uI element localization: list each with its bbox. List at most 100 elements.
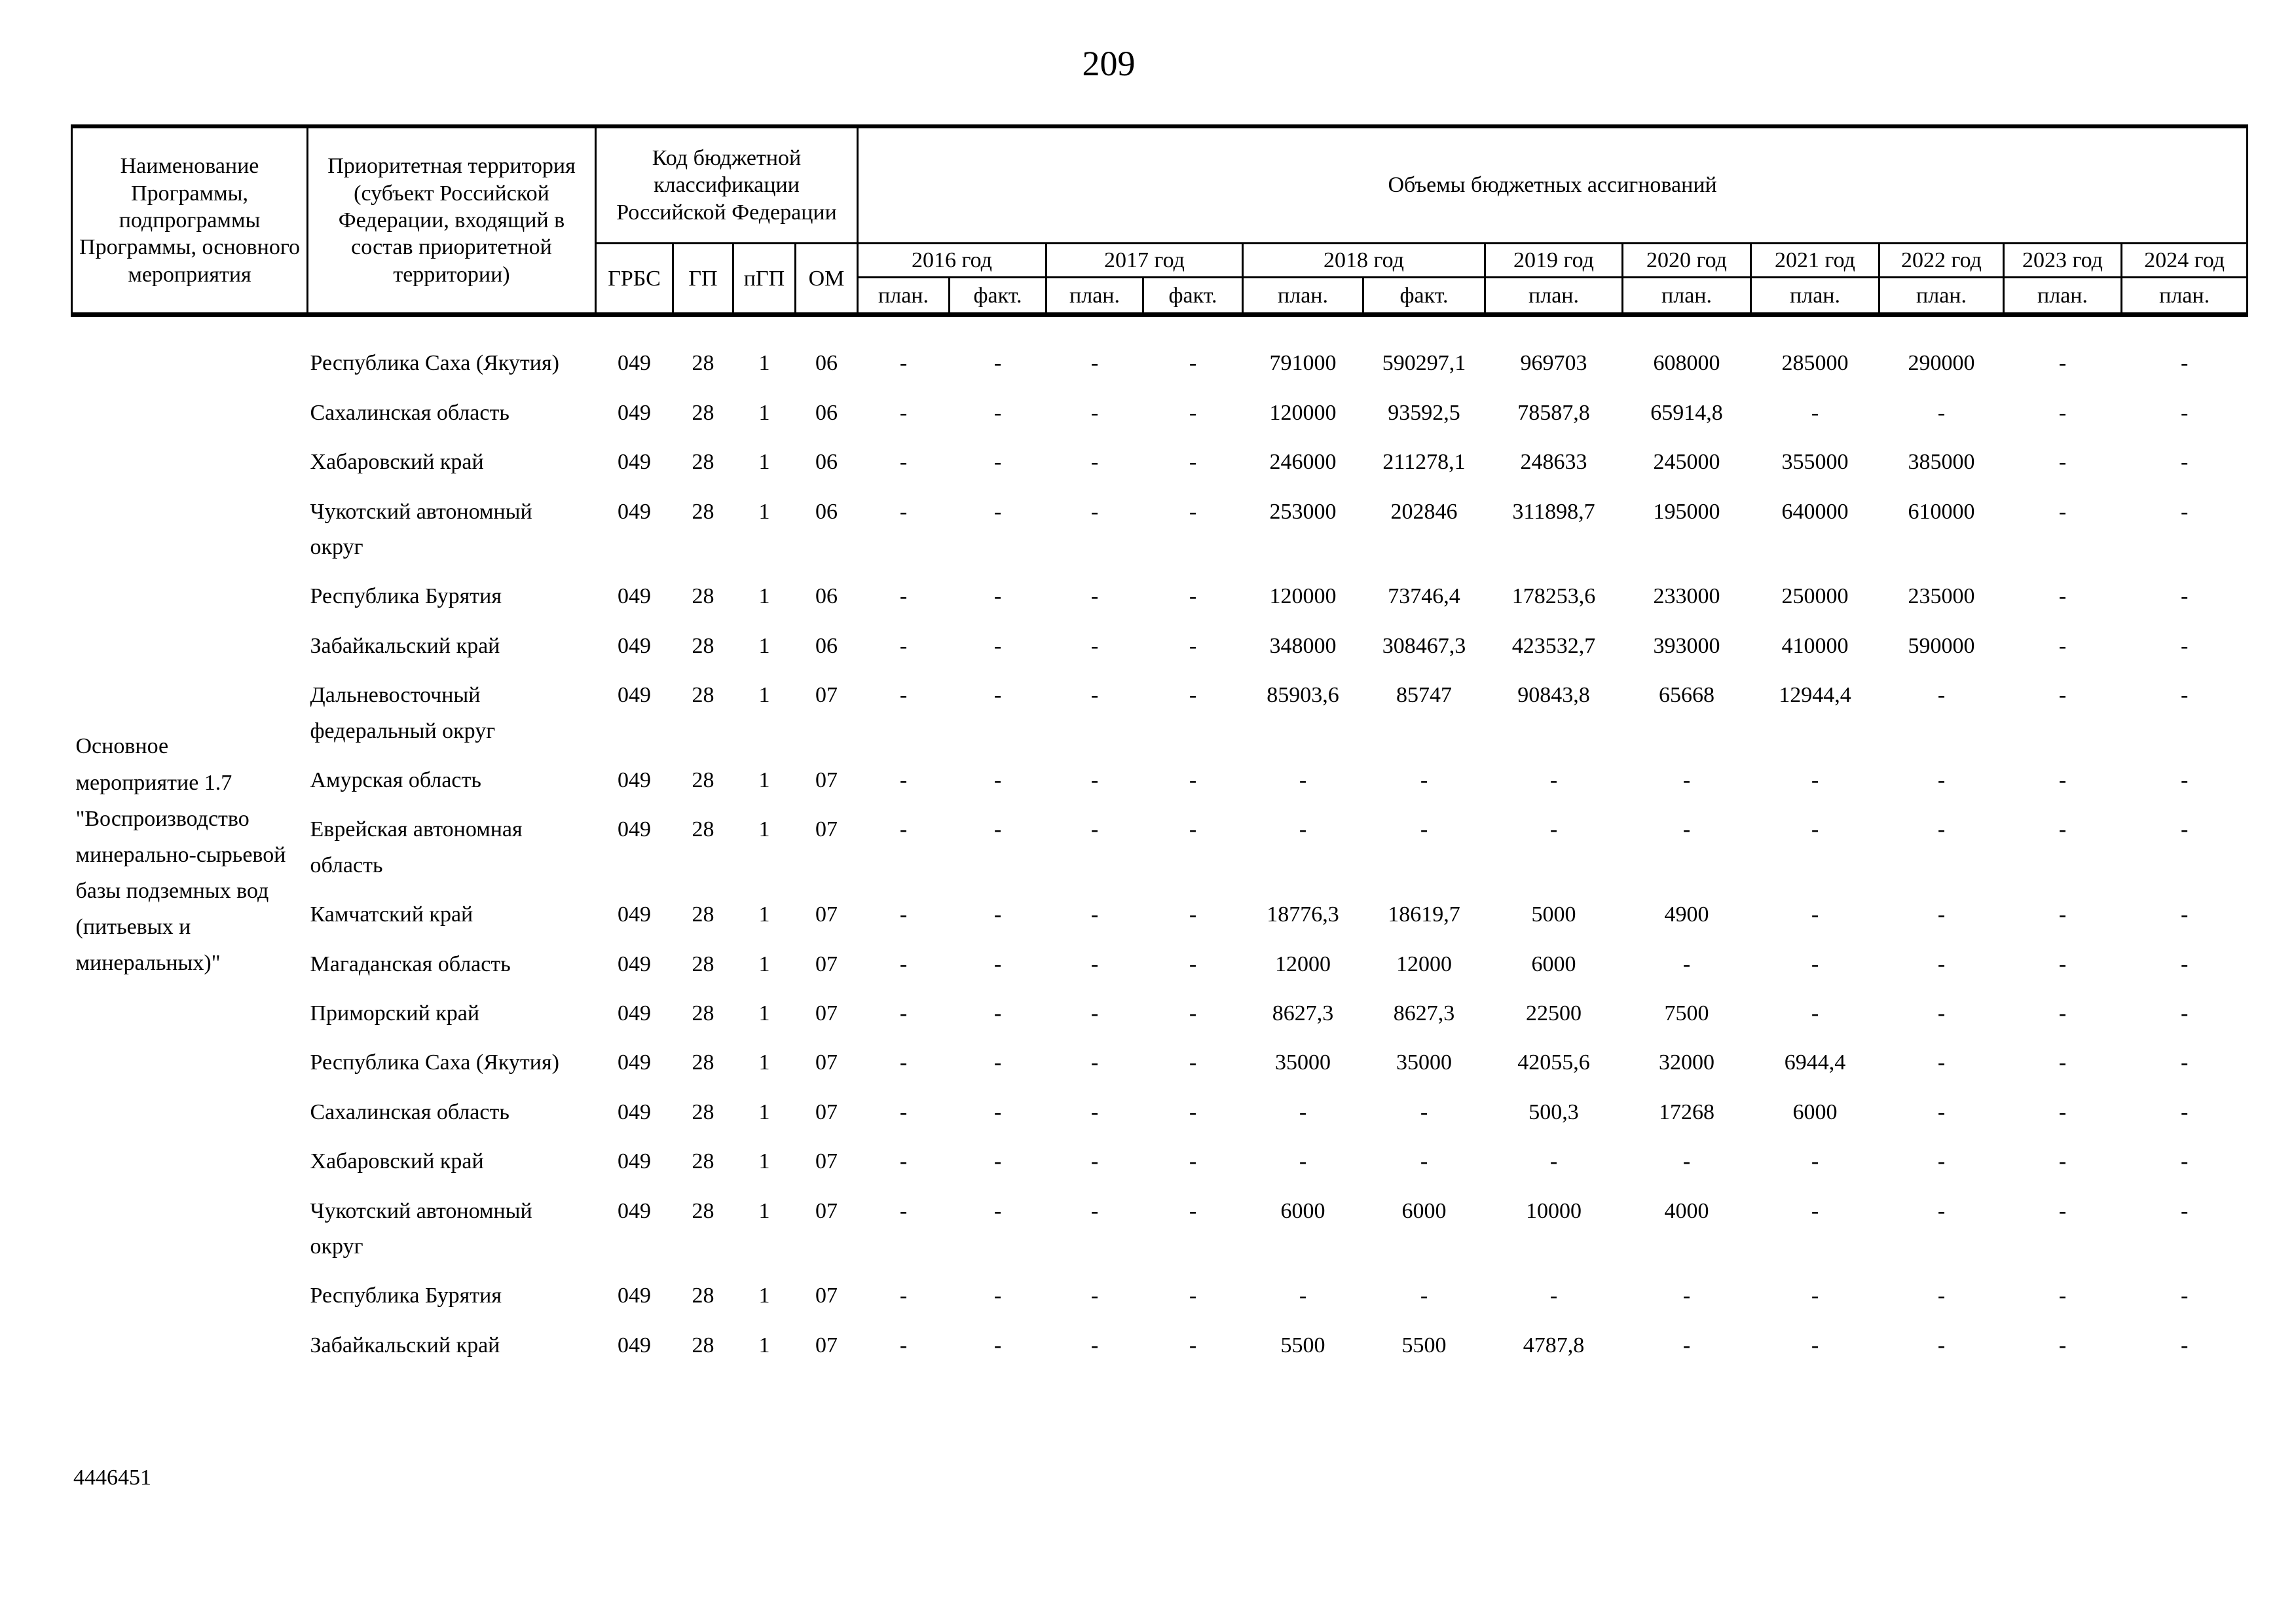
header-year-2023: 2023 год [2003, 242, 2123, 279]
code-grbs-cell: 049 [618, 584, 651, 609]
value-cell: 6000 [1531, 951, 1576, 976]
value-cell: 6000 [1401, 1198, 1447, 1223]
value-cell: 6000 [1792, 1099, 1838, 1124]
header-2022-plan: план. [1878, 276, 2005, 318]
territory-cell: Республика Бурятия [310, 584, 502, 609]
value-cell: - [899, 584, 908, 609]
code-om-cell: 07 [815, 1001, 838, 1025]
value-cell: - [1811, 1001, 1819, 1025]
table-row: Республика Бурятия 049 28 1 06 - - - - 120000 7374… [72, 572, 2248, 621]
code-om-cell: 07 [815, 817, 838, 842]
code-om-cell: 07 [815, 902, 838, 927]
budget-table: Наименование Программы, подпрограммы Про… [71, 124, 2249, 1370]
value-cell: - [1189, 1001, 1197, 1025]
code-om-cell: 07 [815, 1050, 838, 1075]
value-cell: 500,3 [1528, 1099, 1579, 1124]
value-cell: 93592,5 [1388, 400, 1460, 425]
page-number: 209 [1082, 44, 1136, 83]
table-row: Амурская область 049 28 1 07 - - - - - - - - - - - - [72, 756, 2248, 805]
code-om-cell: 07 [815, 767, 838, 792]
value-cell: 85747 [1396, 683, 1453, 708]
value-cell: - [993, 499, 1002, 524]
value-cell: - [2058, 902, 2067, 927]
table-row: Забайкальский край 049 28 1 07 - - - - 5500 5500 47… [72, 1321, 2248, 1370]
territory-cell: Сахалинская область [310, 400, 509, 425]
code-om-cell: 06 [815, 584, 838, 609]
value-cell: - [899, 683, 908, 708]
value-cell: - [2180, 1050, 2189, 1075]
value-cell: - [899, 1149, 908, 1174]
value-cell: - [993, 450, 1002, 475]
value-cell: - [899, 400, 908, 425]
value-cell: - [1811, 767, 1819, 792]
code-grbs-cell: 049 [618, 633, 651, 658]
value-cell: 6944,4 [1784, 1050, 1846, 1075]
code-pgp-cell: 1 [758, 902, 770, 927]
value-cell: - [1090, 1333, 1099, 1357]
value-cell: 385000 [1908, 450, 1975, 475]
territory-cell: Республика Саха (Якутия) [310, 1050, 559, 1075]
value-cell: - [1937, 817, 1946, 842]
value-cell: 211278,1 [1382, 450, 1466, 475]
value-cell: - [1420, 817, 1428, 842]
value-cell: - [1189, 902, 1197, 927]
table-row: Хабаровский край 049 28 1 06 - - - - 246000 211278… [72, 437, 2248, 487]
value-cell: - [1682, 817, 1691, 842]
value-cell: - [2058, 951, 2067, 976]
value-cell: 640000 [1781, 499, 1849, 524]
value-cell: 348000 [1269, 633, 1337, 658]
table-body: Основное мероприятие 1.7 "Воспроизводств… [72, 315, 2248, 1370]
value-cell: - [1811, 951, 1819, 976]
value-cell: 233000 [1653, 584, 1720, 609]
code-gp-cell: 28 [692, 683, 714, 708]
table-row: Сахалинская область 049 28 1 07 - - - - - - 500,3 17… [72, 1088, 2248, 1137]
value-cell: - [1937, 1001, 1946, 1025]
code-grbs-cell: 049 [618, 767, 651, 792]
code-pgp-cell: 1 [758, 683, 770, 708]
header-row-top: Наименование Программы, подпрограммы Про… [71, 125, 2249, 318]
header-year-2016: 2016 год [857, 242, 1048, 279]
value-cell: 4000 [1664, 1198, 1709, 1223]
header-grbs: ГРБС [595, 242, 674, 318]
table-row: Дальневосточный федеральный округ 049 28 1 0… [72, 671, 2248, 756]
value-cell: - [2058, 767, 2067, 792]
value-cell: - [1189, 1283, 1197, 1308]
value-cell: - [993, 1001, 1002, 1025]
code-pgp-cell: 1 [758, 400, 770, 425]
value-cell: - [993, 584, 1002, 609]
value-cell: - [1937, 1149, 1946, 1174]
code-om-cell: 07 [815, 1333, 838, 1357]
value-cell: 245000 [1653, 450, 1720, 475]
code-pgp-cell: 1 [758, 1099, 770, 1124]
value-cell: 246000 [1269, 450, 1337, 475]
table-row: Еврейская автономная область 049 28 1 07 - - - -… [72, 805, 2248, 890]
value-cell: - [993, 1099, 1002, 1124]
value-cell: 393000 [1653, 633, 1720, 658]
footer-document-code: 4446451 [73, 1466, 151, 1490]
value-cell: 18776,3 [1267, 902, 1339, 927]
value-cell: - [1090, 499, 1099, 524]
value-cell: 78587,8 [1517, 400, 1590, 425]
code-pgp-cell: 1 [758, 584, 770, 609]
code-pgp-cell: 1 [758, 1198, 770, 1223]
value-cell: - [1189, 817, 1197, 842]
value-cell: - [2058, 584, 2067, 609]
code-gp-cell: 28 [692, 450, 714, 475]
code-pgp-cell: 1 [758, 633, 770, 658]
value-cell: - [1811, 400, 1819, 425]
value-cell: - [1811, 1333, 1819, 1357]
code-gp-cell: 28 [692, 1333, 714, 1357]
value-cell: - [1090, 817, 1099, 842]
value-cell: - [899, 817, 908, 842]
header-2016-plan: план. [857, 276, 951, 318]
value-cell: - [1090, 400, 1099, 425]
header-year-2018: 2018 год [1242, 242, 1487, 279]
code-grbs-cell: 049 [618, 1333, 651, 1357]
value-cell: - [993, 951, 1002, 976]
code-om-cell: 06 [815, 633, 838, 658]
value-cell: - [1549, 1283, 1558, 1308]
value-cell: 8627,3 [1272, 1001, 1334, 1025]
value-cell: - [1420, 767, 1428, 792]
value-cell: - [1549, 817, 1558, 842]
value-cell: - [1682, 951, 1691, 976]
